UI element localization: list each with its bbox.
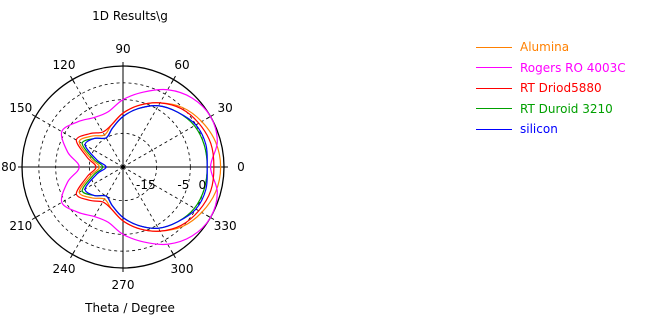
series-line-1 (60, 88, 218, 246)
legend-label: RT Driod5880 (520, 81, 602, 96)
legend-label: Alumina (520, 40, 570, 55)
polar-grid (18, 62, 228, 272)
angle-tick-label: 30 (218, 101, 233, 115)
legend-label: RT Duroid 3210 (520, 101, 613, 116)
radial-tick-label: -15 (136, 178, 156, 192)
legend-label: Rogers RO 4003C (520, 60, 626, 75)
angle-tick-label: 180 (0, 160, 16, 174)
angle-tick-mark (70, 75, 75, 84)
angle-tick-mark (171, 75, 176, 84)
legend-swatch (476, 67, 512, 69)
chart-title: 1D Results\g (92, 9, 168, 23)
legend-item: RT Driod5880 (476, 78, 626, 99)
angle-spoke (72, 166, 124, 255)
legend-swatch (476, 128, 512, 130)
legend-label: silicon (520, 122, 558, 137)
radial-tick-label: -5 (177, 178, 189, 192)
legend-swatch (476, 108, 512, 110)
angle-spoke (122, 166, 211, 218)
legend-item: Alumina (476, 37, 626, 58)
angle-tick-label: 210 (9, 219, 32, 233)
angle-tick-mark (70, 250, 75, 259)
x-axis-label: Theta / Degree (85, 301, 175, 315)
angle-tick-mark (31, 215, 40, 220)
angle-tick-label: 150 (9, 101, 32, 115)
angle-tick-mark (31, 114, 40, 119)
angle-spoke (122, 166, 174, 255)
series-line-4 (84, 105, 208, 229)
legend-swatch (476, 87, 512, 89)
radial-tick-label: 0 (199, 178, 207, 192)
angle-tick-label: 60 (174, 58, 189, 72)
legend-swatch (476, 46, 512, 48)
angle-tick-label: 240 (53, 262, 76, 276)
angle-tick-label: 270 (112, 278, 135, 292)
legend-item: RT Duroid 3210 (476, 99, 626, 120)
angle-tick-label: 300 (171, 262, 194, 276)
legend-item: Rogers RO 4003C (476, 58, 626, 79)
angle-tick-label: 90 (115, 42, 130, 56)
angle-tick-label: 0 (237, 160, 245, 174)
legend: Alumina Rogers RO 4003C RT Driod5880 RT Dur… (476, 37, 626, 140)
angle-spoke (72, 79, 124, 168)
angle-spoke (122, 79, 174, 168)
series-layer (60, 88, 222, 246)
angle-spoke (122, 116, 211, 168)
angle-tick-label: 330 (214, 219, 237, 233)
tick-labels: 0 30 60 90 120 150 180 210 240 270 300 330 -15 -5 0 (0, 42, 245, 292)
legend-item: silicon (476, 119, 626, 140)
angle-tick-mark (171, 250, 176, 259)
angle-tick-label: 120 (53, 58, 76, 72)
series-line-2 (75, 102, 215, 232)
